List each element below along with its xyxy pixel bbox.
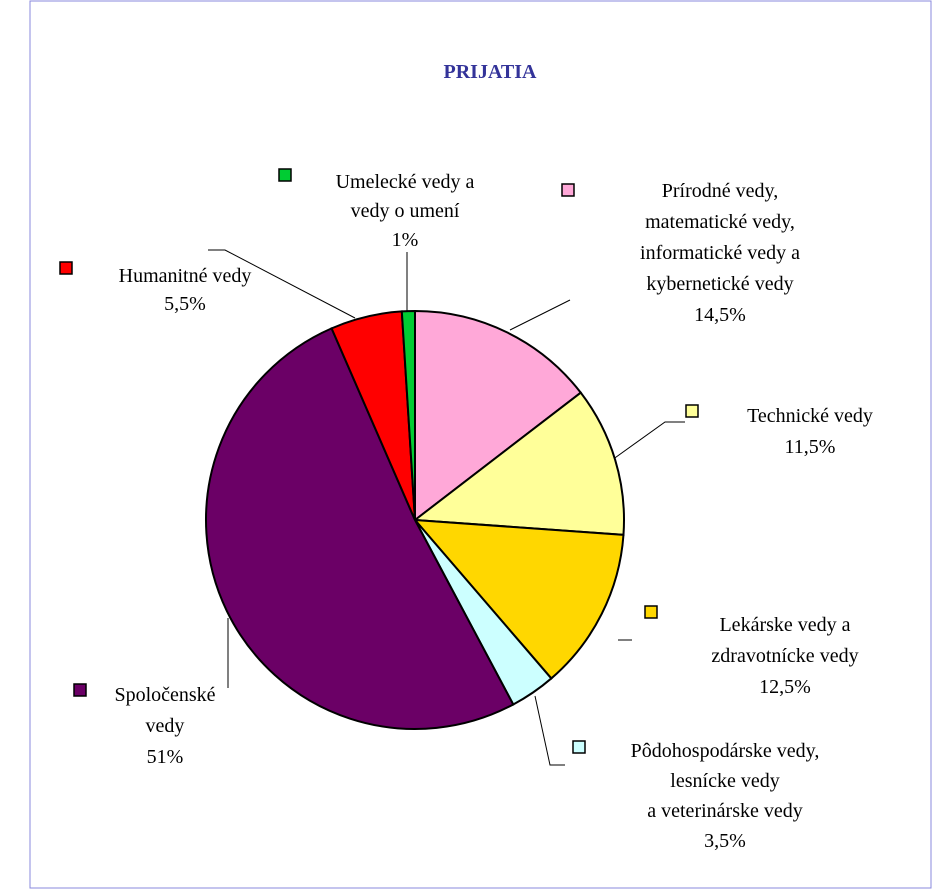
value-label: 14,5% [694,304,746,326]
slice-label: lesnícke vedy [670,770,779,792]
value-label: 5,5% [164,293,206,315]
legend-marker [73,683,87,697]
value-label: 12,5% [759,676,811,698]
slice-label: Lekárske vedy a [719,614,850,636]
slice-label: informatické vedy a [640,242,800,264]
slice-label: a veterinárske vedy [647,800,802,822]
leader-lines [208,249,685,766]
slice-label: Umelecké vedy a [336,171,475,193]
legend-marker [685,404,699,418]
slice-label: Prírodné vedy, [662,180,778,202]
pie-slice [412,518,625,680]
legend-marker [572,740,586,754]
value-label: 11,5% [785,436,836,458]
slice-label: Technické vedy [747,405,873,427]
value-label: 51% [147,746,184,768]
slice-label: Humanitné vedy [119,265,252,287]
pie-slice [205,327,515,730]
leader-line [208,249,356,319]
slice-label: vedy o umení [351,200,460,222]
slice-label: Spoločenské [114,684,215,706]
leader-line [509,299,571,331]
leader-line [534,695,565,766]
slice-label: zdravotnícke vedy [711,645,858,667]
pie-slice [400,309,416,521]
frame [29,0,932,889]
pie-slice [414,309,583,523]
slice-label: vedy [146,715,185,737]
legend-marker [59,261,73,275]
legend-marker [561,183,575,197]
legend-marker [278,168,292,182]
slice-label: kybernetické vedy [646,273,793,295]
chart-title: PRIJATIA [444,61,538,83]
value-label: 3,5% [704,830,746,852]
value-label: 1% [392,229,419,251]
slice-label: Pôdohospodárske vedy, [631,740,820,762]
leader-line [611,421,685,461]
slice-label: matematické vedy, [645,211,795,233]
pie-slice [412,391,625,536]
legend-marker [644,605,658,619]
